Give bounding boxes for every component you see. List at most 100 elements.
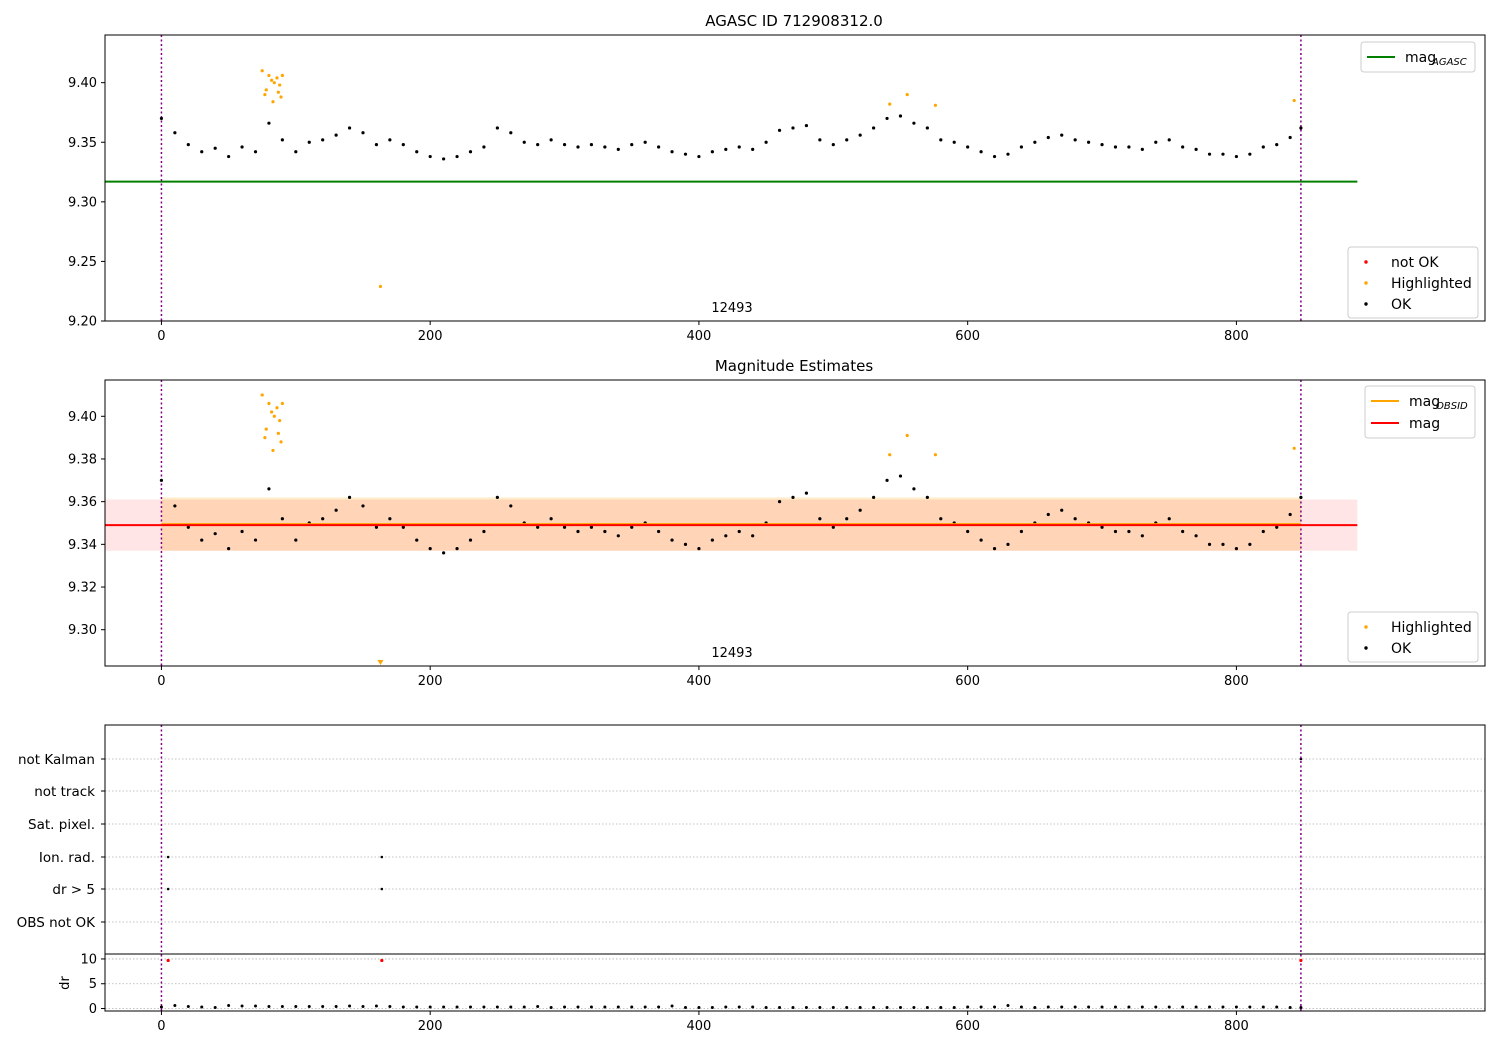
dr-point-not-ok bbox=[166, 958, 170, 963]
panel1-point-highlighted bbox=[275, 76, 279, 80]
panel2-point-ok bbox=[294, 538, 298, 542]
dr-point-ok bbox=[1033, 1006, 1037, 1010]
panel1-point-ok bbox=[388, 138, 392, 142]
panel2-point-highlighted bbox=[1292, 446, 1296, 450]
panel2-upper-legend-box bbox=[1364, 385, 1476, 439]
panel2-point-ok bbox=[509, 504, 513, 508]
panel2-point-highlighted bbox=[260, 393, 264, 397]
panel1-point-ok bbox=[885, 116, 889, 121]
dr-point-ok bbox=[1140, 1005, 1144, 1009]
dr-point-ok bbox=[804, 1006, 808, 1010]
panel1-point-ok bbox=[1234, 154, 1239, 159]
panel1-point-ok bbox=[1046, 135, 1050, 140]
panel2-ytick-label: 9.36 bbox=[68, 495, 97, 510]
panel1-point-ok bbox=[1060, 133, 1064, 137]
panel2-point-ok bbox=[240, 529, 244, 534]
panel2-point-ok bbox=[186, 525, 190, 529]
dr-point-ok bbox=[724, 1005, 728, 1009]
panel1-point-ok bbox=[912, 121, 916, 125]
panel2-ytick-label: 9.32 bbox=[68, 581, 97, 596]
panel1-point-ok bbox=[321, 138, 325, 142]
panel2-point-ok bbox=[1167, 517, 1171, 521]
dr-point-ok bbox=[912, 1006, 916, 1010]
dr-point-ok bbox=[253, 1004, 257, 1008]
panel1-legend-lower: not OK Highlighted OK bbox=[1347, 246, 1479, 319]
panel2-point-ok bbox=[334, 508, 338, 512]
panel2-point-ok bbox=[670, 538, 674, 542]
panel2-point-ok bbox=[1073, 517, 1077, 521]
panel3-xtick-label: 0 bbox=[157, 1019, 165, 1034]
panel1-point-highlighted bbox=[1292, 98, 1296, 103]
dr-point-ok bbox=[401, 1005, 405, 1009]
panel1-point-ok bbox=[536, 143, 540, 147]
dr-point-ok bbox=[831, 1006, 835, 1010]
panel1-point-ok bbox=[670, 150, 674, 154]
panel2-point-ok bbox=[388, 517, 392, 521]
panel2-point-ok bbox=[630, 525, 634, 529]
panel1-point-highlighted bbox=[267, 73, 271, 78]
dr-point-ok bbox=[630, 1005, 634, 1009]
panel2-obsid-label: 12493 bbox=[711, 646, 752, 661]
panel1-point-ok bbox=[939, 138, 943, 142]
panel2-point-ok bbox=[401, 525, 405, 529]
panel2-point-ok bbox=[1299, 495, 1303, 499]
dr-point-ok bbox=[1154, 1005, 1158, 1009]
panel1-point-ok bbox=[442, 157, 446, 161]
panel1-point-ok bbox=[240, 145, 244, 149]
dr-point-ok bbox=[818, 1006, 822, 1010]
dr-point-ok bbox=[280, 1005, 284, 1009]
dr-point-ok bbox=[1221, 1005, 1225, 1009]
panel1-point-ok bbox=[1073, 138, 1077, 142]
panel3-flag-label: Ion. rad. bbox=[39, 850, 95, 866]
panel2-point-ok bbox=[1248, 542, 1252, 546]
panel1-point-highlighted bbox=[263, 92, 267, 97]
panel2-point-highlighted bbox=[264, 427, 268, 431]
panel2-point-highlighted bbox=[276, 431, 280, 435]
panel1-point-ok bbox=[307, 140, 311, 144]
panel2-point-ok bbox=[1019, 529, 1024, 534]
dr-point-ok bbox=[657, 1005, 661, 1009]
panel2-point-highlighted bbox=[278, 418, 282, 423]
dr-point-ok bbox=[482, 1005, 486, 1009]
panel2-point-ok bbox=[321, 517, 325, 521]
dr-point-ok bbox=[872, 1006, 876, 1010]
panel1-point-highlighted bbox=[271, 100, 275, 104]
panel1-point-ok bbox=[227, 154, 231, 159]
panel2-point-ok bbox=[159, 478, 164, 482]
panel2-point-ok bbox=[428, 547, 432, 551]
panel1-point-ok bbox=[966, 145, 970, 149]
panel1-point-ok bbox=[898, 114, 903, 118]
panel1-point-ok bbox=[1087, 140, 1091, 144]
dr-point-ok bbox=[576, 1005, 580, 1009]
panel1-point-ok bbox=[1275, 143, 1279, 147]
panel2-point-ok bbox=[347, 495, 352, 499]
panel2-xtick-label: 200 bbox=[418, 674, 443, 689]
panel1-lower-legend-marker bbox=[1364, 260, 1368, 264]
panel1-point-ok bbox=[992, 154, 997, 159]
dr-point-ok bbox=[415, 1005, 419, 1009]
dr-point-ok bbox=[845, 1006, 849, 1010]
dr-point-ok bbox=[495, 1005, 499, 1009]
panel1-point-ok bbox=[253, 150, 258, 154]
panel2-lower-legend-label: Highlighted bbox=[1391, 620, 1472, 636]
panel2-point-ok bbox=[979, 538, 983, 542]
dr-point-ok bbox=[952, 1006, 956, 1010]
dr-point-ok bbox=[1073, 1005, 1077, 1009]
panel3-frame bbox=[104, 724, 1486, 1012]
panel1-point-ok bbox=[374, 143, 379, 147]
panel2-point-ok bbox=[885, 478, 889, 482]
panel1-point-ok bbox=[549, 138, 553, 142]
dr-point-ok bbox=[213, 1006, 217, 1010]
panel3-flag-point bbox=[166, 855, 170, 859]
panel2-point-highlighted bbox=[280, 401, 284, 406]
panel2-point-ok bbox=[415, 538, 419, 542]
dr-point-ok bbox=[616, 1005, 620, 1009]
panel2-point-ok bbox=[872, 495, 876, 499]
dr-point-ok bbox=[939, 1006, 943, 1010]
panel2-point-ok bbox=[1275, 525, 1279, 529]
panel2-point-ok bbox=[791, 495, 795, 499]
panel1-point-ok bbox=[347, 126, 352, 130]
dr-point-ok bbox=[267, 1005, 271, 1009]
dr-point-ok bbox=[334, 1005, 338, 1009]
dr-point-ok bbox=[1087, 1005, 1091, 1009]
